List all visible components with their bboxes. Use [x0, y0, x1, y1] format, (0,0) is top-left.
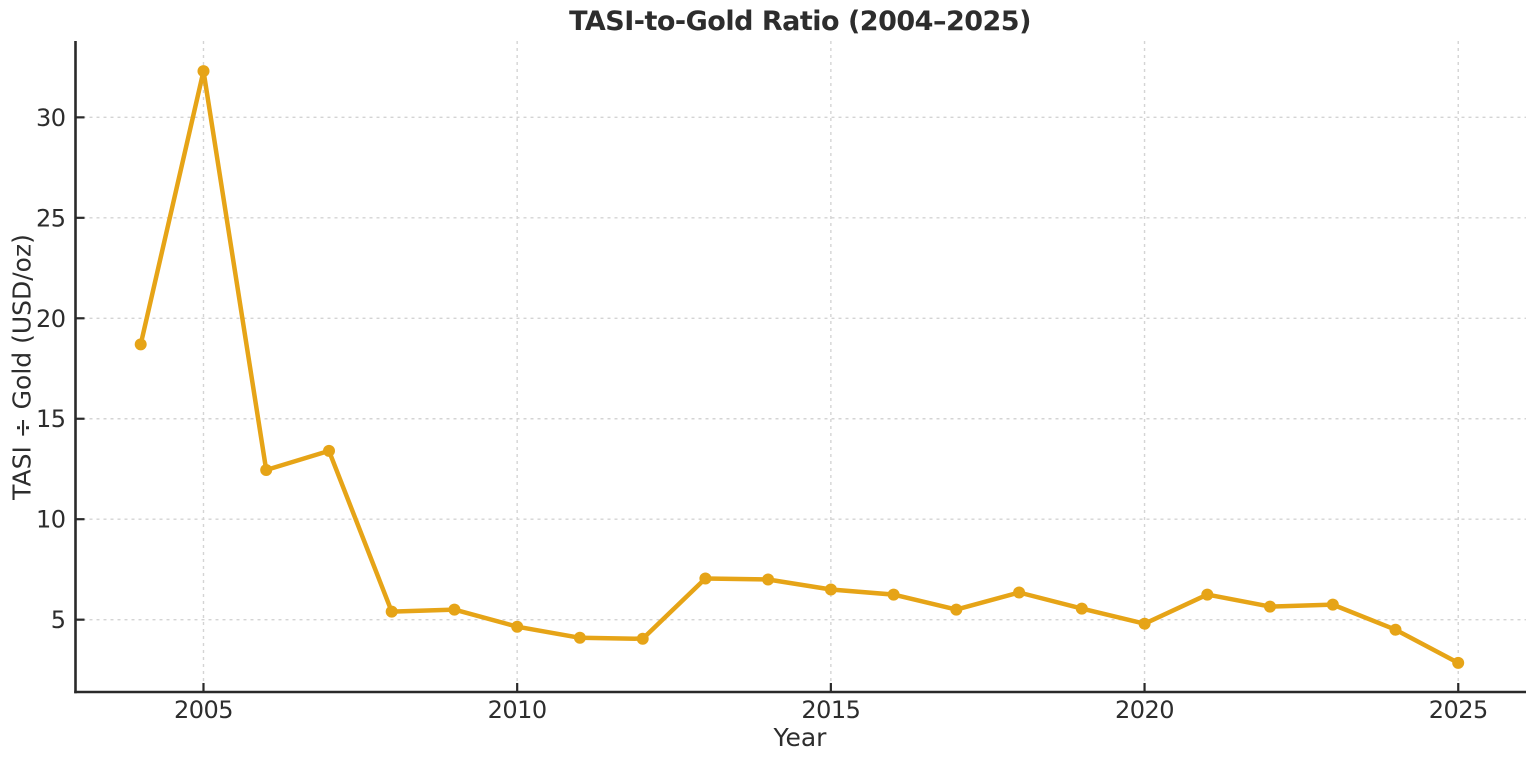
data-point — [448, 603, 461, 616]
y-axis-label: TASI ÷ Gold (USD/oz) — [7, 234, 37, 500]
x-axis-label: Year — [773, 723, 827, 752]
y-tick-label: 30 — [36, 104, 66, 132]
data-point — [1138, 617, 1151, 630]
y-tick-label: 20 — [36, 305, 66, 333]
x-tick-label: 2020 — [1115, 696, 1174, 724]
data-point — [511, 620, 524, 633]
data-point — [1013, 586, 1026, 599]
data-point — [1075, 602, 1088, 615]
y-tick-label: 25 — [36, 204, 66, 232]
data-point — [699, 572, 712, 585]
series-line — [138, 68, 1461, 666]
y-tick-label: 10 — [36, 506, 66, 534]
data-point — [950, 603, 963, 616]
data-point — [636, 632, 649, 645]
x-tick-label: 2015 — [801, 696, 860, 724]
data-point — [887, 588, 900, 601]
data-point — [1264, 600, 1276, 613]
y-tick-label: 5 — [51, 606, 66, 634]
data-point — [1201, 588, 1214, 601]
data-point — [134, 338, 147, 351]
data-point — [1452, 656, 1465, 669]
data-point — [385, 605, 398, 618]
chart-title: TASI-to-Gold Ratio (2004–2025) — [569, 6, 1031, 37]
x-tick-label: 2005 — [174, 696, 233, 724]
data-point — [824, 583, 837, 596]
data-point — [197, 65, 210, 78]
data-point — [323, 444, 335, 457]
x-tick-label: 2010 — [488, 696, 547, 724]
data-point — [573, 631, 586, 644]
data-point — [1326, 598, 1339, 611]
data-point — [1389, 623, 1402, 636]
data-point — [260, 464, 273, 476]
y-tick-label: 15 — [36, 405, 66, 433]
x-tick-label: 2025 — [1429, 696, 1488, 724]
data-point — [762, 573, 775, 586]
